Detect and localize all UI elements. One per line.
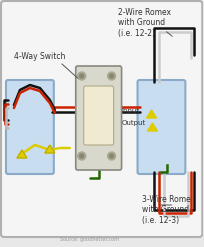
Text: 2-Wire Romex
with Ground
(i.e. 12-2): 2-Wire Romex with Ground (i.e. 12-2) xyxy=(118,8,171,38)
Circle shape xyxy=(78,152,86,160)
Circle shape xyxy=(110,154,114,158)
Circle shape xyxy=(80,74,84,78)
Polygon shape xyxy=(45,145,55,153)
Circle shape xyxy=(78,72,86,80)
Text: 3-Wire Rome
with Ground
(i.e. 12-3): 3-Wire Rome with Ground (i.e. 12-3) xyxy=(142,195,190,225)
Circle shape xyxy=(80,154,84,158)
Text: 4-Way Switch: 4-Way Switch xyxy=(14,52,65,61)
Polygon shape xyxy=(146,110,156,118)
Text: Source: goodhetter.com: Source: goodhetter.com xyxy=(60,237,119,242)
Circle shape xyxy=(108,72,116,80)
Polygon shape xyxy=(147,123,157,131)
Circle shape xyxy=(110,74,114,78)
Text: Output: Output xyxy=(122,120,146,126)
Circle shape xyxy=(108,152,116,160)
FancyBboxPatch shape xyxy=(84,86,114,145)
Polygon shape xyxy=(17,150,27,158)
Text: Input: Input xyxy=(122,108,140,114)
FancyBboxPatch shape xyxy=(6,80,54,174)
FancyBboxPatch shape xyxy=(1,1,202,237)
FancyBboxPatch shape xyxy=(76,66,122,170)
FancyBboxPatch shape xyxy=(137,80,185,174)
